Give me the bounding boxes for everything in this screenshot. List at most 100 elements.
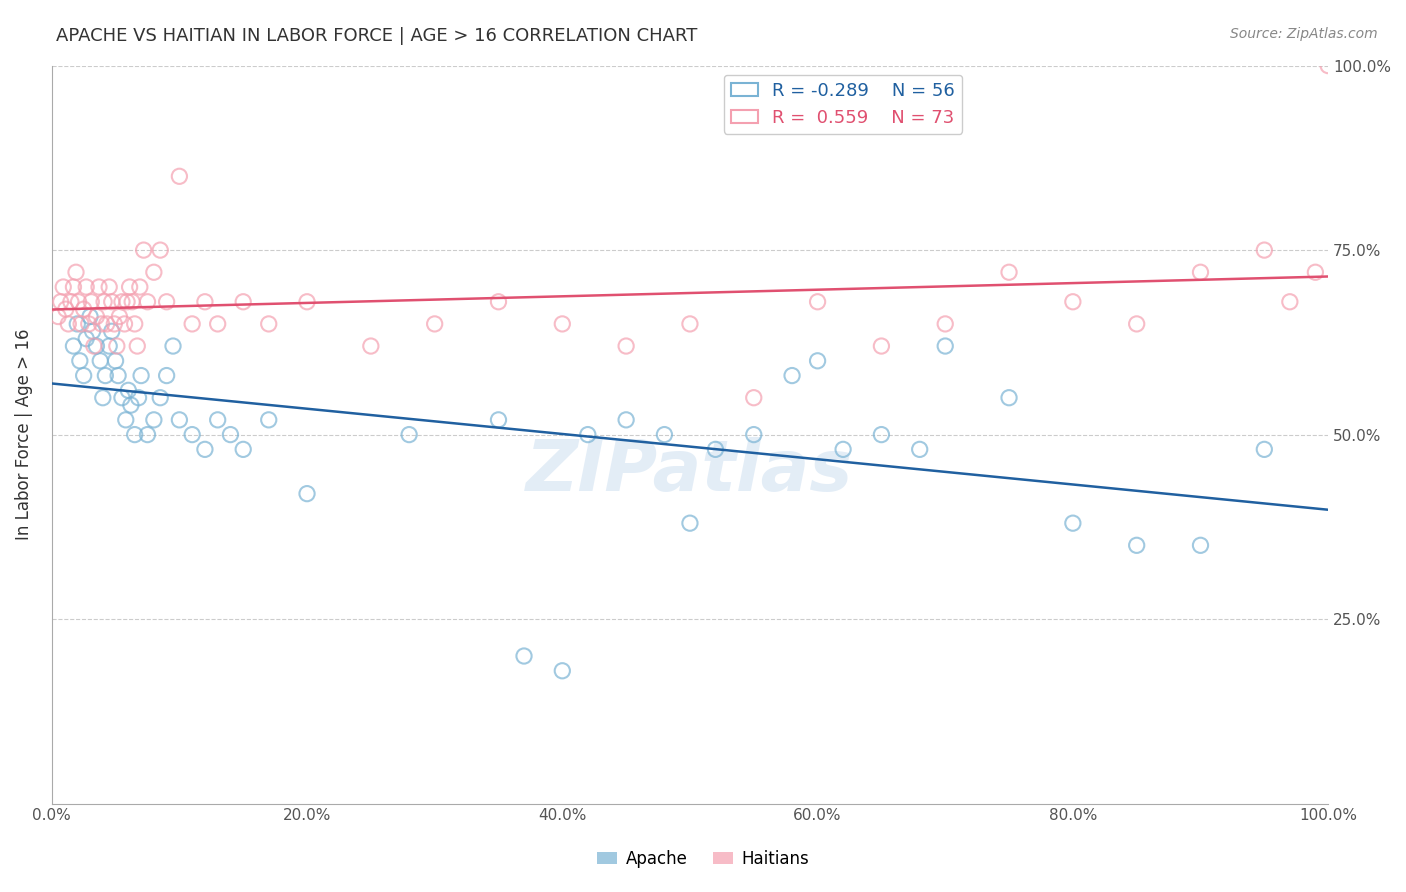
Apache bbox=[219, 427, 242, 442]
Haitians bbox=[105, 339, 128, 353]
Apache bbox=[169, 413, 191, 427]
Apache bbox=[91, 391, 114, 405]
Haitians bbox=[98, 280, 121, 294]
Haitians bbox=[169, 169, 191, 184]
Haitians bbox=[488, 294, 510, 309]
Haitians bbox=[1253, 243, 1275, 257]
Apache bbox=[998, 391, 1021, 405]
Haitians bbox=[127, 339, 149, 353]
Apache bbox=[62, 339, 84, 353]
Haitians bbox=[806, 294, 828, 309]
Haitians bbox=[55, 302, 77, 317]
Haitians bbox=[934, 317, 956, 331]
Haitians bbox=[96, 317, 118, 331]
Apache bbox=[742, 427, 765, 442]
Haitians bbox=[100, 294, 122, 309]
Apache bbox=[89, 353, 111, 368]
Haitians bbox=[83, 339, 105, 353]
Apache bbox=[107, 368, 129, 383]
Haitians bbox=[194, 294, 217, 309]
Apache bbox=[120, 398, 142, 412]
Haitians bbox=[77, 317, 100, 331]
Haitians bbox=[423, 317, 446, 331]
Apache bbox=[1125, 538, 1147, 552]
Haitians bbox=[998, 265, 1021, 279]
Apache bbox=[908, 442, 931, 457]
Haitians bbox=[1125, 317, 1147, 331]
Apache bbox=[232, 442, 254, 457]
Haitians bbox=[90, 317, 112, 331]
Haitians bbox=[742, 391, 765, 405]
Haitians bbox=[1062, 294, 1084, 309]
Apache bbox=[806, 353, 828, 368]
Apache bbox=[551, 664, 574, 678]
Haitians bbox=[121, 294, 143, 309]
Apache bbox=[75, 332, 97, 346]
Haitians bbox=[114, 317, 136, 331]
Haitians bbox=[360, 339, 382, 353]
Apache bbox=[128, 391, 150, 405]
Haitians bbox=[70, 317, 93, 331]
Apache bbox=[257, 413, 280, 427]
Apache bbox=[136, 427, 159, 442]
Haitians bbox=[80, 294, 103, 309]
Apache bbox=[295, 486, 318, 500]
Apache bbox=[86, 339, 108, 353]
Apache bbox=[1062, 516, 1084, 531]
Apache bbox=[142, 413, 165, 427]
Haitians bbox=[52, 280, 75, 294]
Apache bbox=[104, 353, 127, 368]
Legend: Apache, Haitians: Apache, Haitians bbox=[591, 844, 815, 875]
Apache bbox=[614, 413, 637, 427]
Apache bbox=[124, 427, 146, 442]
Haitians bbox=[156, 294, 179, 309]
Apache bbox=[73, 368, 96, 383]
Apache bbox=[513, 648, 536, 663]
Apache bbox=[69, 353, 91, 368]
Text: APACHE VS HAITIAN IN LABOR FORCE | AGE > 16 CORRELATION CHART: APACHE VS HAITIAN IN LABOR FORCE | AGE >… bbox=[56, 27, 697, 45]
Haitians bbox=[257, 317, 280, 331]
Apache bbox=[1189, 538, 1212, 552]
Apache bbox=[780, 368, 803, 383]
Apache bbox=[207, 413, 229, 427]
Haitians bbox=[295, 294, 318, 309]
Apache bbox=[82, 324, 104, 338]
Apache bbox=[114, 413, 136, 427]
Haitians bbox=[181, 317, 204, 331]
Text: Source: ZipAtlas.com: Source: ZipAtlas.com bbox=[1230, 27, 1378, 41]
Haitians bbox=[207, 317, 229, 331]
Apache bbox=[679, 516, 702, 531]
Haitians bbox=[65, 265, 87, 279]
Haitians bbox=[58, 317, 80, 331]
Haitians bbox=[232, 294, 254, 309]
Apache bbox=[398, 427, 420, 442]
Haitians bbox=[93, 294, 115, 309]
Apache bbox=[704, 442, 727, 457]
Apache bbox=[129, 368, 152, 383]
Haitians bbox=[124, 317, 146, 331]
Apache bbox=[94, 368, 117, 383]
Haitians bbox=[1278, 294, 1301, 309]
Apache bbox=[181, 427, 204, 442]
Haitians bbox=[149, 243, 172, 257]
Apache bbox=[79, 310, 101, 324]
Haitians bbox=[679, 317, 702, 331]
Apache bbox=[111, 391, 134, 405]
Apache bbox=[576, 427, 599, 442]
Haitians bbox=[614, 339, 637, 353]
Apache bbox=[934, 339, 956, 353]
Apache bbox=[194, 442, 217, 457]
Haitians bbox=[59, 294, 82, 309]
Haitians bbox=[1189, 265, 1212, 279]
Apache bbox=[117, 384, 139, 398]
Haitians bbox=[128, 280, 150, 294]
Haitians bbox=[73, 302, 96, 317]
Haitians bbox=[132, 243, 155, 257]
Haitians bbox=[87, 280, 110, 294]
Y-axis label: In Labor Force | Age > 16: In Labor Force | Age > 16 bbox=[15, 329, 32, 541]
Haitians bbox=[75, 280, 97, 294]
Haitians bbox=[118, 280, 141, 294]
Haitians bbox=[136, 294, 159, 309]
Haitians bbox=[870, 339, 893, 353]
Haitians bbox=[1305, 265, 1327, 279]
